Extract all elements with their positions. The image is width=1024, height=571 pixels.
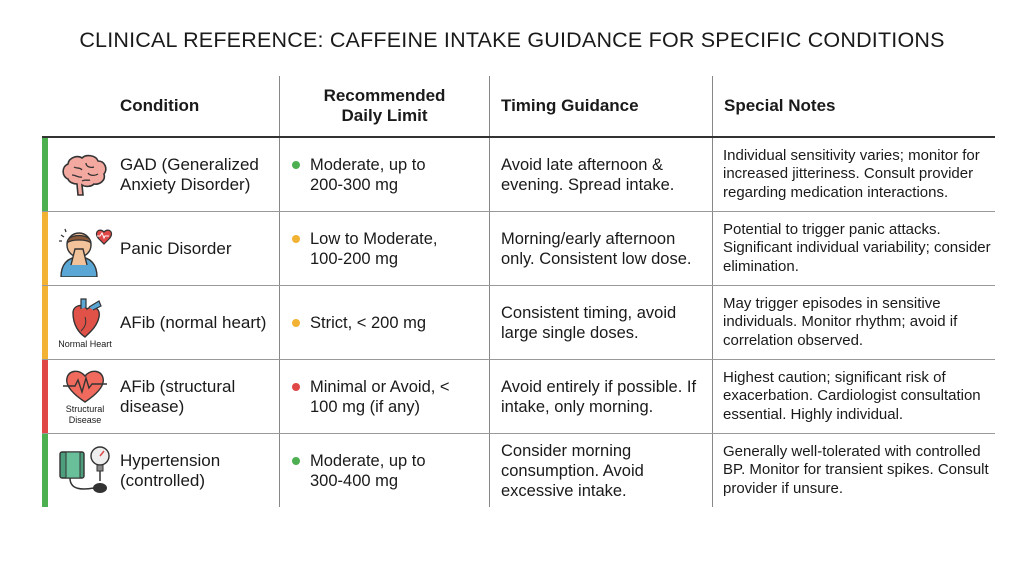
condition-name: Hypertension (controlled) bbox=[120, 450, 221, 490]
limit-text: Minimal or Avoid, < 100 mg (if any) bbox=[310, 377, 450, 416]
status-dot-icon bbox=[292, 456, 300, 465]
table-header: Condition Recommended Daily Limit Timing… bbox=[42, 76, 995, 138]
notes-cell: May trigger episodes in sensitive indivi… bbox=[713, 286, 995, 359]
severity-bar bbox=[42, 434, 48, 507]
severity-bar bbox=[42, 360, 48, 433]
table-row: Structural Disease AFib (structural dise… bbox=[42, 360, 995, 434]
header-condition: Condition bbox=[42, 76, 280, 136]
timing-cell: Avoid entirely if possible. If intake, o… bbox=[490, 360, 713, 433]
limit-text: Moderate, up to 300-400 mg bbox=[310, 451, 426, 490]
timing-text: Consider morning consumption. Avoid exce… bbox=[501, 441, 644, 500]
condition-name: AFib (structural disease) bbox=[120, 376, 236, 416]
notes-cell: Generally well-tolerated with controlled… bbox=[713, 434, 995, 507]
condition-cell: Hypertension (controlled) bbox=[42, 434, 280, 507]
timing-text: Avoid entirely if possible. If intake, o… bbox=[501, 377, 697, 416]
panic-person-icon bbox=[52, 216, 118, 282]
status-dot-icon bbox=[292, 234, 300, 243]
timing-cell: Consider morning consumption. Avoid exce… bbox=[490, 434, 713, 507]
limit-cell: Moderate, up to 300-400 mg bbox=[280, 434, 490, 507]
notes-cell: Highest caution; significant risk of exa… bbox=[713, 360, 995, 433]
timing-text: Consistent timing, avoid large single do… bbox=[501, 303, 677, 342]
header-notes: Special Notes bbox=[724, 96, 836, 115]
condition-cell: Structural Disease AFib (structural dise… bbox=[42, 360, 280, 433]
limit-text: Strict, < 200 mg bbox=[310, 313, 427, 332]
notes-cell: Potential to trigger panic attacks. Sign… bbox=[713, 212, 995, 285]
timing-cell: Consistent timing, avoid large single do… bbox=[490, 286, 713, 359]
header-limit: Recommended Daily Limit bbox=[280, 76, 490, 136]
limit-cell: Moderate, up to 200-300 mg bbox=[280, 138, 490, 211]
table-row: Hypertension (controlled) Moderate, up t… bbox=[42, 434, 995, 507]
condition-name: AFib (normal heart) bbox=[120, 312, 267, 332]
table-row: GAD (Generalized Anxiety Disorder) Moder… bbox=[42, 138, 995, 212]
limit-cell: Low to Moderate, 100-200 mg bbox=[280, 212, 490, 285]
status-dot-icon bbox=[292, 382, 300, 391]
limit-cell: Strict, < 200 mg bbox=[280, 286, 490, 359]
timing-text: Morning/early afternoon only. Consistent… bbox=[501, 229, 692, 268]
icon-label: Structural Disease bbox=[65, 403, 105, 425]
severity-bar bbox=[42, 286, 48, 359]
blood-pressure-icon bbox=[52, 438, 118, 504]
timing-cell: Morning/early afternoon only. Consistent… bbox=[490, 212, 713, 285]
status-dot-icon bbox=[292, 160, 300, 169]
notes-text: Highest caution; significant risk of exa… bbox=[723, 368, 981, 423]
brain-icon bbox=[52, 142, 118, 208]
condition-name: GAD (Generalized Anxiety Disorder) bbox=[120, 154, 259, 194]
heart-icon: Normal Heart bbox=[52, 290, 118, 356]
guidance-table: Condition Recommended Daily Limit Timing… bbox=[42, 76, 995, 507]
notes-text: May trigger episodes in sensitive indivi… bbox=[723, 294, 958, 349]
condition-cell: Panic Disorder bbox=[42, 212, 280, 285]
timing-cell: Avoid late afternoon & evening. Spread i… bbox=[490, 138, 713, 211]
header-timing: Timing Guidance bbox=[490, 76, 713, 136]
limit-text: Moderate, up to 200-300 mg bbox=[310, 155, 426, 194]
limit-cell: Minimal or Avoid, < 100 mg (if any) bbox=[280, 360, 490, 433]
condition-cell: Normal Heart AFib (normal heart) bbox=[42, 286, 280, 359]
condition-name: Panic Disorder bbox=[120, 238, 232, 258]
table-row: Panic Disorder Low to Moderate, 100-200 … bbox=[42, 212, 995, 286]
notes-cell: Individual sensitivity varies; monitor f… bbox=[713, 138, 995, 211]
page-title: CLINICAL REFERENCE: CAFFEINE INTAKE GUID… bbox=[79, 28, 945, 52]
notes-text: Potential to trigger panic attacks. Sign… bbox=[723, 220, 991, 275]
timing-text: Avoid late afternoon & evening. Spread i… bbox=[501, 155, 675, 194]
severity-bar bbox=[42, 138, 48, 211]
condition-cell: GAD (Generalized Anxiety Disorder) bbox=[42, 138, 280, 211]
notes-text: Generally well-tolerated with controlled… bbox=[723, 442, 989, 497]
icon-label: Normal Heart bbox=[58, 339, 112, 349]
status-dot-icon bbox=[292, 318, 300, 327]
heart-ecg-icon: Structural Disease bbox=[52, 364, 118, 430]
limit-text: Low to Moderate, 100-200 mg bbox=[310, 229, 438, 268]
severity-bar bbox=[42, 212, 48, 285]
table-row: Normal Heart AFib (normal heart) Strict,… bbox=[42, 286, 995, 360]
notes-text: Individual sensitivity varies; monitor f… bbox=[723, 146, 980, 201]
